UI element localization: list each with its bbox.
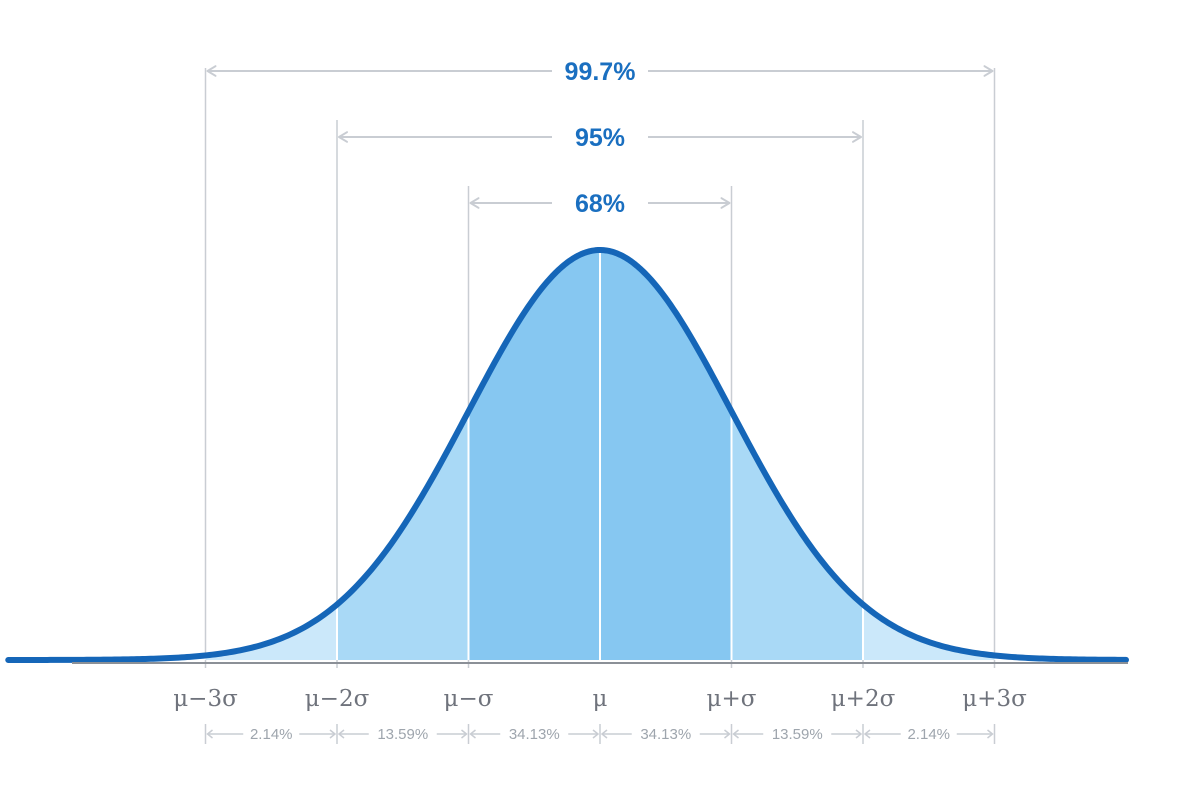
tick-labels: μ−3σ μ−2σ μ−σ μ μ+σ μ+2σ μ+3σ [173, 686, 1027, 712]
segment-arrowhead-left-3 [600, 729, 608, 739]
segment-label-2: 34.13% [509, 726, 560, 743]
area-segment-2 [468, 250, 600, 660]
segment-arrowhead-right-0 [329, 729, 337, 739]
tick-label-1: μ−2σ [305, 686, 370, 712]
segment-arrowhead-right-4 [855, 729, 863, 739]
range-arrowhead-right-2 [720, 197, 731, 209]
area-segment-5 [863, 604, 995, 660]
tick-label-2: μ−σ [444, 686, 494, 712]
bell-curve [5, 247, 1129, 663]
segment-arrowhead-left-4 [732, 729, 739, 739]
segment-arrowhead-right-5 [987, 729, 994, 739]
area-segment-0 [205, 604, 337, 660]
range-label-0: 99.7% [565, 58, 636, 86]
segment-arrowhead-right-2 [592, 729, 600, 739]
range-label-1: 95% [575, 124, 625, 152]
segment-label-0: 2.14% [250, 726, 293, 743]
range-arrowhead-left-0 [206, 65, 217, 77]
segment-label-4: 13.59% [772, 726, 823, 743]
segment-arrowhead-left-5 [863, 729, 871, 739]
range-arrowhead-right-1 [852, 131, 862, 143]
area-fills [205, 250, 995, 660]
curve-layer [5, 247, 1129, 663]
segment-annotations: 2.14% 13.59% 34.13% 34.13% 13.59% 2.14% [204, 724, 996, 744]
tick-label-4: μ+σ [707, 686, 757, 712]
segment-label-1: 13.59% [377, 726, 428, 743]
range-arrowhead-left-1 [338, 131, 348, 143]
segment-arrowhead-left-1 [337, 729, 345, 739]
range-label-2: 68% [575, 190, 625, 218]
segment-arrowhead-left-2 [469, 729, 476, 739]
tick-label-0: μ−3σ [173, 686, 238, 712]
range-arrowhead-left-2 [469, 197, 480, 209]
range-annotations: 99.7% 95% 68% [206, 58, 994, 218]
segment-label-3: 34.13% [640, 726, 691, 743]
guide-lines [204, 68, 996, 668]
segment-arrowhead-right-3 [724, 729, 731, 739]
tick-label-6: μ+3σ [962, 686, 1027, 712]
segment-label-5: 2.14% [907, 726, 950, 743]
area-segment-3 [600, 250, 732, 660]
segment-arrowhead-left-0 [206, 729, 213, 739]
segment-arrowhead-right-1 [461, 729, 468, 739]
range-arrowhead-right-0 [983, 65, 994, 77]
tick-label-3: μ [593, 686, 608, 712]
tick-label-5: μ+2σ [831, 686, 896, 712]
